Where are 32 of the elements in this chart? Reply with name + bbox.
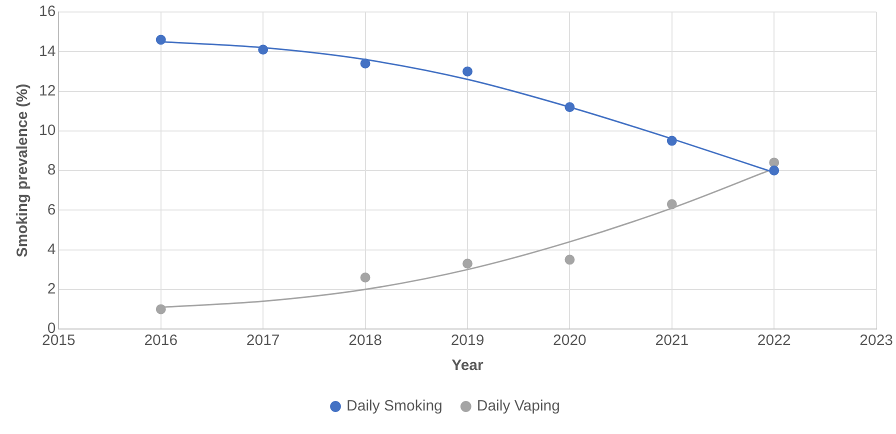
x-tick-label: 2017 [246, 332, 280, 350]
point [360, 272, 370, 282]
y-axis-title: Smoking prevalence (%) [14, 84, 32, 258]
point [666, 199, 677, 210]
y-tick-label: 6 [47, 201, 56, 218]
y-tick-label: 10 [38, 122, 56, 140]
x-tick-label: 2022 [757, 332, 791, 350]
point [462, 258, 472, 269]
y-tick-label: 8 [47, 162, 56, 179]
point [564, 254, 575, 265]
y-tick-label: 14 [38, 42, 56, 60]
point [666, 136, 677, 146]
x-tick-label: 2021 [655, 332, 689, 350]
point [156, 304, 166, 314]
x-axis-title: Year [452, 357, 484, 374]
x-tick-label: 2018 [348, 332, 382, 350]
y-tick-label: 16 [38, 3, 56, 20]
y-tick-label: 4 [47, 240, 56, 258]
x-tick-label: 2016 [144, 332, 178, 350]
legend-label: Daily Vaping [476, 398, 560, 415]
point [564, 102, 575, 112]
point [156, 34, 166, 45]
point [769, 166, 780, 176]
y-tick-label: 12 [38, 82, 56, 100]
x-tick-label: 2019 [450, 332, 484, 350]
y-tick-label: 2 [47, 280, 56, 298]
point [462, 66, 472, 76]
point [258, 44, 268, 55]
legend-label: Daily Smoking [346, 398, 442, 415]
point [360, 58, 370, 69]
x-tick-label: 2020 [553, 332, 586, 350]
x-tick-label: 2023 [860, 332, 894, 350]
